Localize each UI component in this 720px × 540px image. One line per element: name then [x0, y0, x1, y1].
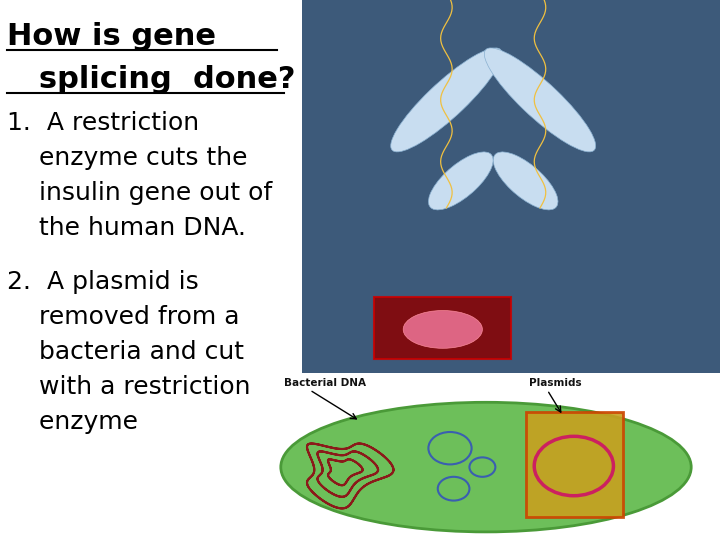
Bar [374, 297, 511, 359]
Text: bacteria and cut: bacteria and cut [7, 340, 244, 364]
Ellipse shape [391, 48, 502, 152]
Text: How is gene: How is gene [7, 22, 216, 51]
Text: removed from a: removed from a [7, 305, 240, 329]
Text: 2.  A plasmid is: 2. A plasmid is [7, 270, 199, 294]
Ellipse shape [281, 402, 691, 532]
Text: with a restriction: with a restriction [7, 375, 251, 399]
Ellipse shape [493, 152, 558, 210]
Text: 1.  A restriction: 1. A restriction [7, 111, 199, 134]
Text: Plasmids: Plasmids [529, 378, 582, 388]
Text: enzyme cuts the: enzyme cuts the [7, 146, 248, 170]
Text: splicing  done?: splicing done? [7, 65, 296, 94]
Text: insulin gene out of: insulin gene out of [7, 181, 272, 205]
Bar [266, 373, 720, 540]
Bar [302, 0, 720, 378]
Bar [526, 412, 623, 517]
Text: the human DNA.: the human DNA. [7, 216, 246, 240]
Ellipse shape [403, 310, 482, 348]
Ellipse shape [485, 48, 595, 152]
Text: enzyme: enzyme [7, 410, 138, 434]
Ellipse shape [428, 152, 493, 210]
Text: Bacterial DNA: Bacterial DNA [284, 378, 366, 388]
